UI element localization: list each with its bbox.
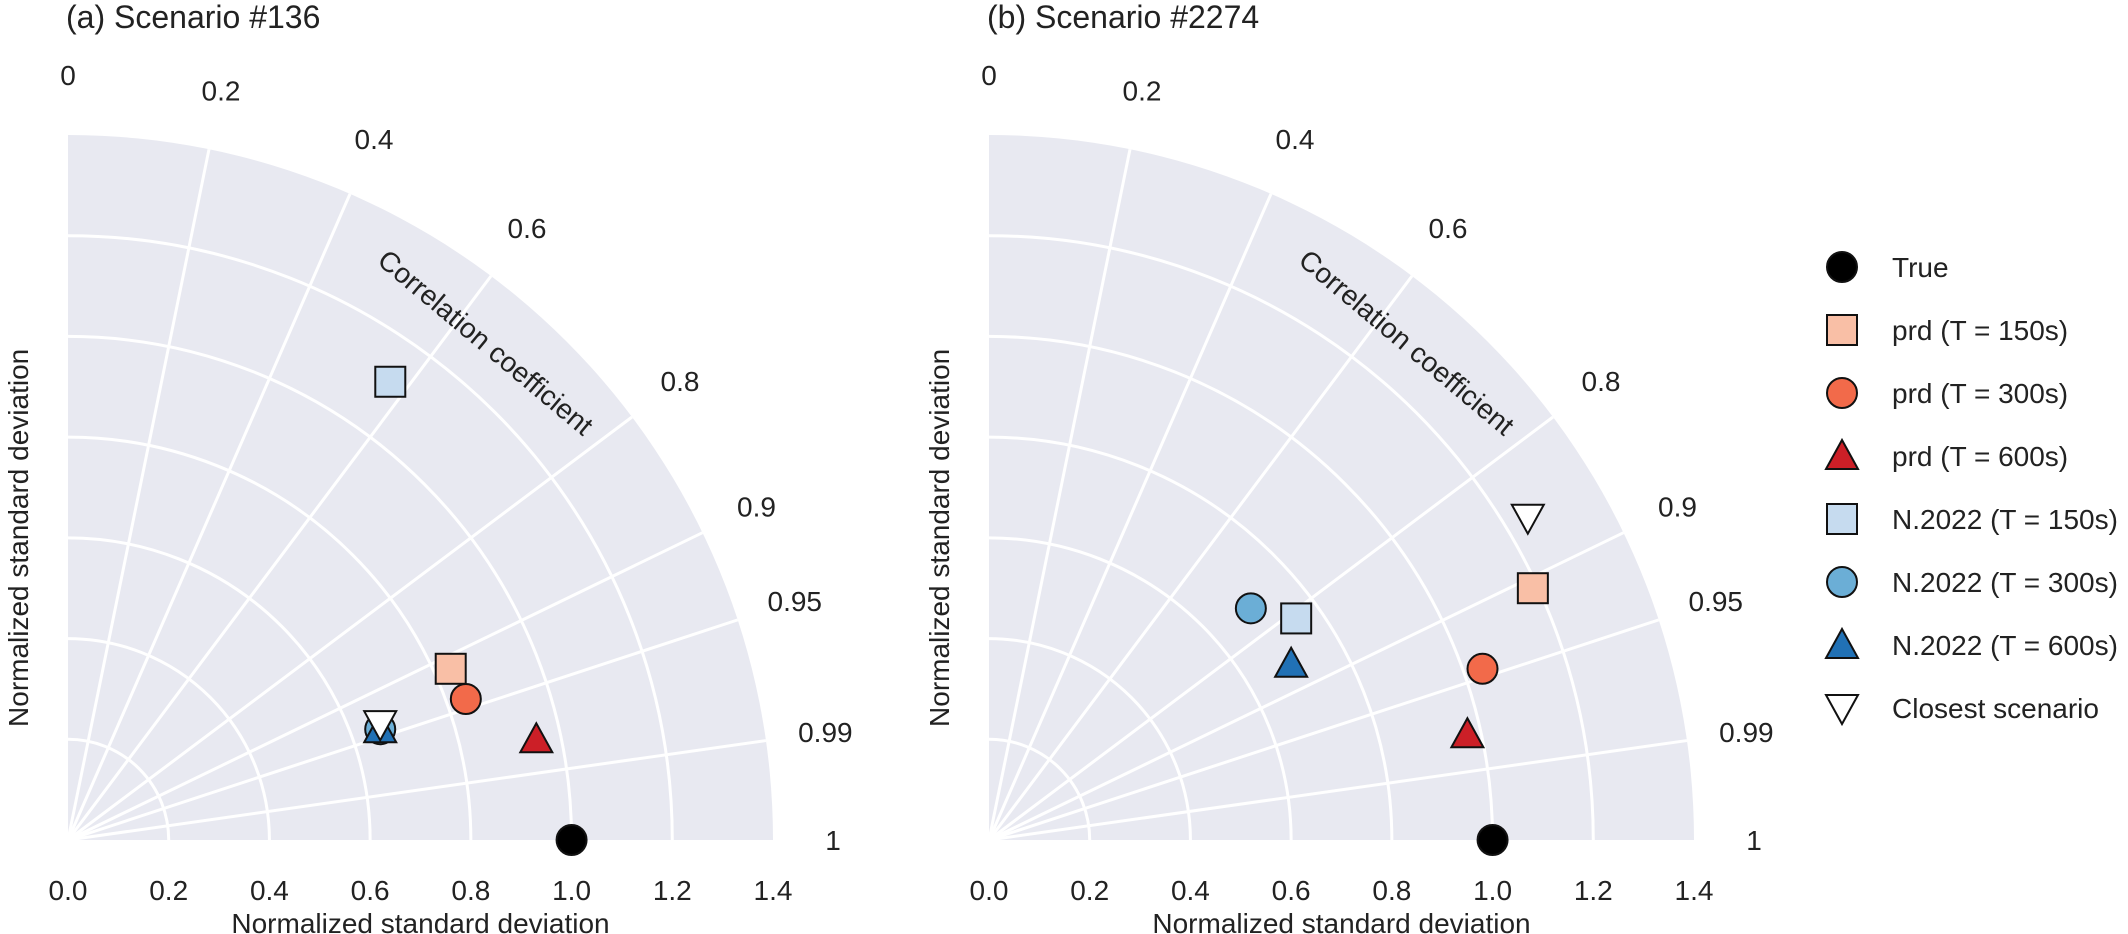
legend-marker-n300	[1826, 566, 1858, 598]
std-gridline	[67, 435, 473, 841]
std-gridline	[988, 334, 1495, 841]
legend-label-true: True	[1892, 252, 1949, 283]
std-gridline	[67, 536, 372, 841]
x-tick-label: 0.8	[451, 875, 490, 906]
correlation-gridline	[988, 618, 1660, 842]
correlation-tick-label: 1	[825, 825, 841, 856]
point-true	[555, 824, 588, 856]
x-tick-label: 1.4	[1675, 875, 1714, 906]
correlation-tick-label: 0	[60, 60, 76, 91]
x-tick-label: 0.2	[1070, 875, 1109, 906]
legend-marker-prd150	[1826, 314, 1858, 346]
std-gridline	[988, 536, 1293, 841]
legend-label-prd600: prd (T = 600s)	[1892, 441, 2068, 472]
x-axis-label: Normalized standard deviation	[231, 908, 609, 934]
x-tick-label: 0.6	[351, 875, 390, 906]
correlation-tick-label: 0.6	[1429, 213, 1468, 244]
x-tick-label: 0.6	[1272, 875, 1311, 906]
correlation-gridline	[66, 148, 211, 841]
x-axis-label: Normalized standard deviation	[1152, 908, 1530, 934]
plot-background	[989, 135, 1694, 840]
correlation-gridline	[67, 531, 704, 842]
correlation-gridline	[987, 193, 1273, 841]
std-gridline	[67, 334, 574, 841]
legend: True prd (T = 150s) prd (T = 300s) prd (T =…	[1824, 251, 2118, 727]
legend-marker-n150	[1826, 503, 1858, 535]
x-tick-label: 0.8	[1372, 875, 1411, 906]
std-gridline	[67, 637, 271, 841]
legend-marker-n600	[1824, 626, 1860, 659]
y-axis-label: Normalized standard deviation	[924, 349, 955, 727]
legend-label-n600: N.2022 (T = 600s)	[1892, 630, 2118, 661]
point-prd600	[518, 721, 555, 754]
correlation-tick-label: 0.8	[661, 366, 700, 397]
correlation-gridline	[67, 415, 633, 842]
correlation-tick-label: 0.8	[1582, 366, 1621, 397]
correlation-tick-label: 0	[981, 60, 997, 91]
correlation-tick-label: 0.99	[1719, 717, 1774, 748]
correlation-tick-label: 0.9	[737, 492, 776, 523]
point-n150	[374, 365, 407, 398]
correlation-gridline	[67, 618, 739, 842]
correlation-tick-label: 0.4	[355, 124, 394, 155]
x-tick-label: 1.4	[754, 875, 793, 906]
correlation-tick-label: 0.99	[798, 717, 853, 748]
legend-label-n300: N.2022 (T = 300s)	[1892, 567, 2118, 598]
panel-title: (b) Scenario #2274	[987, 0, 1259, 35]
std-gridline	[988, 234, 1595, 841]
point-true	[1476, 824, 1509, 856]
legend-marker-prd300	[1826, 377, 1858, 409]
point-prd600	[1449, 716, 1486, 749]
point-prd300	[1466, 652, 1499, 685]
x-tick-label: 1.2	[1574, 875, 1613, 906]
x-tick-label: 0.0	[49, 875, 88, 906]
correlation-gridline	[66, 193, 352, 841]
point-prd150	[1516, 572, 1549, 605]
x-tick-label: 0.2	[149, 875, 188, 906]
correlation-tick-label: 0.2	[202, 75, 241, 106]
point-prd300	[449, 683, 482, 715]
x-tick-label: 0.4	[1171, 875, 1210, 906]
correlation-tick-label: 0.6	[508, 213, 547, 244]
correlation-tick-label: 0.95	[768, 586, 823, 617]
std-gridline	[988, 435, 1394, 841]
correlation-tick-label: 0.9	[1658, 492, 1697, 523]
correlation-gridline	[987, 275, 1414, 841]
point-n150	[1280, 602, 1313, 635]
point-prd150	[434, 652, 467, 685]
correlation-gridline	[987, 148, 1132, 841]
taylor-panel-b: 0 0.2 0.4 0.6 0.8 0.9 0.95 0.99 1 0.0 0.2 0.4 0.6 0.8…	[924, 0, 1774, 934]
legend-marker-true	[1826, 251, 1858, 283]
legend-label-prd150: prd (T = 150s)	[1892, 315, 2068, 346]
y-axis-label: Normalized standard deviation	[3, 349, 34, 727]
x-tick-label: 1.0	[552, 875, 591, 906]
std-gridline	[67, 234, 674, 841]
taylor-panel-a: 0 0.2 0.4 0.6 0.8 0.9 0.95 0.99 1 0.0 0.2 0.4 0.6 0.8…	[3, 0, 853, 934]
correlation-tick-label: 0.2	[1123, 75, 1162, 106]
std-gridline	[988, 637, 1192, 841]
legend-label-closest: Closest scenario	[1892, 693, 2099, 724]
x-tick-label: 1.2	[653, 875, 692, 906]
legend-label-prd300: prd (T = 300s)	[1892, 378, 2068, 409]
x-tick-label: 0.0	[970, 875, 1009, 906]
point-n300	[1234, 592, 1267, 625]
legend-marker-closest	[1824, 694, 1860, 727]
x-tick-label: 0.4	[250, 875, 289, 906]
correlation-gridline	[988, 415, 1554, 842]
x-tick-label: 1.0	[1473, 875, 1512, 906]
legend-marker-prd600	[1824, 437, 1860, 470]
correlation-gridline	[66, 275, 493, 841]
panel-title: (a) Scenario #136	[66, 0, 320, 35]
point-closest	[1510, 503, 1546, 536]
legend-label-n150: N.2022 (T = 150s)	[1892, 504, 2118, 535]
correlation-gridline	[988, 739, 1688, 842]
correlation-tick-label: 1	[1746, 825, 1762, 856]
correlation-gridline	[67, 739, 767, 842]
point-n600	[1273, 645, 1309, 678]
plot-background	[68, 135, 773, 840]
point-closest	[362, 710, 398, 743]
correlation-tick-label: 0.4	[1276, 124, 1315, 155]
correlation-tick-label: 0.95	[1689, 586, 1744, 617]
